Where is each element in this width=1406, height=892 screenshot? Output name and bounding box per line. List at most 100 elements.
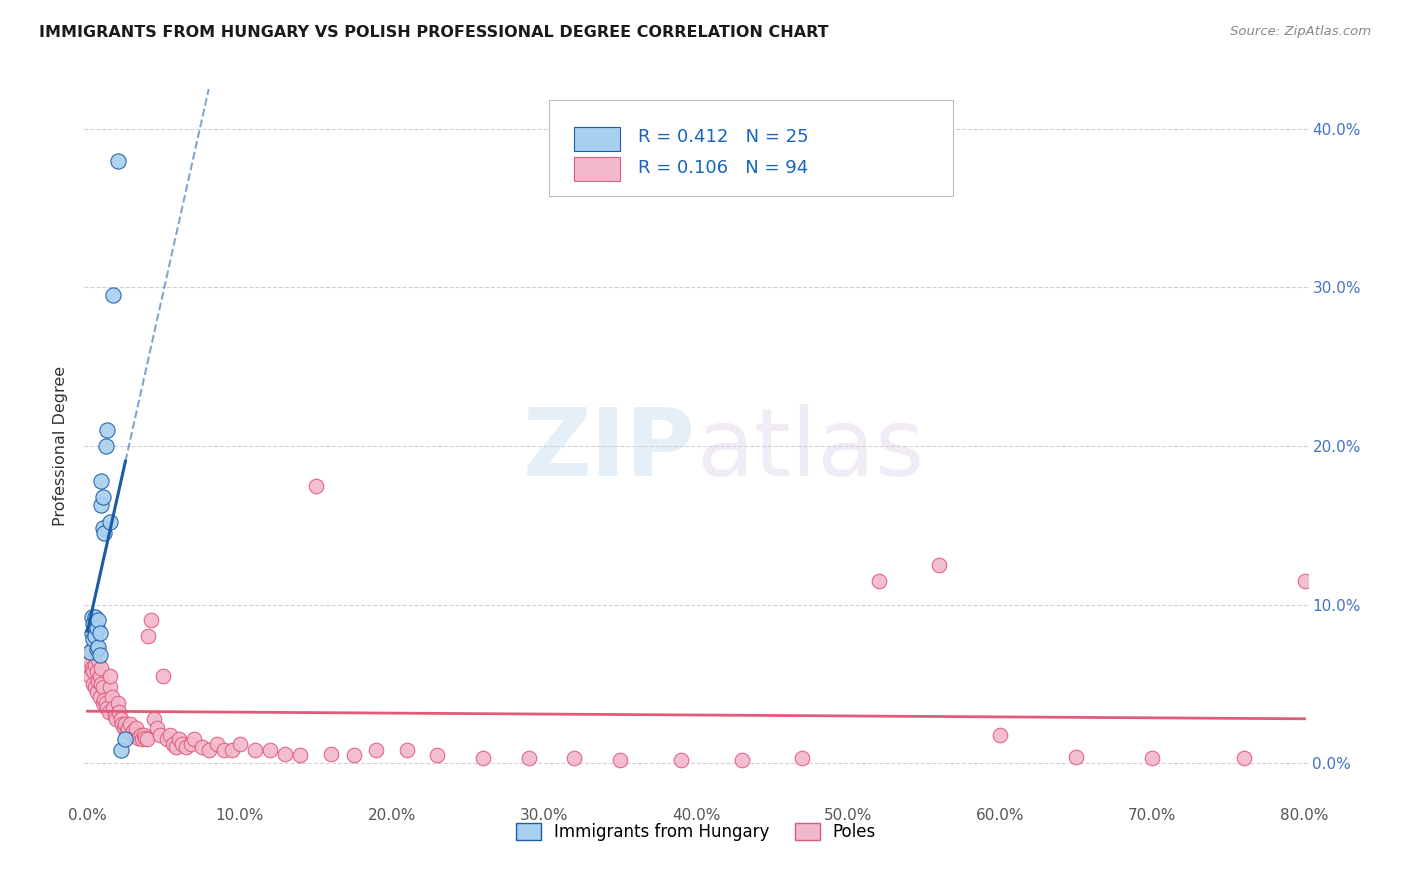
Point	[89, 690, 111, 704]
Point	[84, 629, 107, 643]
Point	[86, 642, 108, 657]
Point	[110, 743, 132, 757]
Point	[343, 748, 366, 763]
Point	[228, 737, 250, 751]
Point	[89, 669, 111, 683]
Point	[165, 740, 187, 755]
Point	[183, 732, 205, 747]
Point	[609, 753, 631, 767]
Point	[97, 706, 120, 720]
Legend: Immigrants from Hungary, Poles: Immigrants from Hungary, Poles	[509, 816, 883, 848]
Point	[90, 474, 112, 488]
Point	[84, 657, 107, 672]
Point	[319, 747, 342, 761]
Point	[114, 732, 136, 747]
Point	[87, 640, 110, 655]
Point	[103, 700, 125, 714]
Point	[162, 737, 184, 751]
Point	[100, 690, 122, 704]
Point	[132, 728, 155, 742]
FancyBboxPatch shape	[550, 100, 953, 196]
Point	[472, 751, 495, 765]
Point	[174, 740, 197, 755]
Point	[274, 747, 297, 761]
Point	[1142, 751, 1164, 765]
Point	[103, 288, 125, 302]
Point	[104, 708, 127, 723]
Point	[118, 716, 141, 731]
Point	[114, 716, 136, 731]
Point	[80, 642, 103, 657]
Point	[82, 664, 104, 678]
Point	[93, 526, 115, 541]
Point	[86, 621, 108, 635]
Point	[82, 632, 104, 647]
Point	[84, 610, 107, 624]
Text: IMMIGRANTS FROM HUNGARY VS POLISH PROFESSIONAL DEGREE CORRELATION CHART: IMMIGRANTS FROM HUNGARY VS POLISH PROFES…	[39, 25, 830, 40]
Point	[90, 677, 112, 691]
Point	[517, 751, 540, 765]
Point	[214, 743, 236, 757]
Point	[205, 737, 228, 751]
Point	[80, 610, 103, 624]
Point	[170, 737, 193, 751]
Point	[108, 706, 131, 720]
Point	[131, 732, 153, 747]
Point	[143, 712, 166, 726]
Point	[134, 731, 156, 745]
Point	[87, 614, 110, 628]
Point	[91, 490, 114, 504]
Point	[79, 645, 101, 659]
Point	[96, 423, 118, 437]
Point	[988, 728, 1011, 742]
Point	[79, 669, 101, 683]
Point	[98, 680, 121, 694]
Point	[426, 748, 449, 763]
Point	[90, 498, 112, 512]
Point	[115, 724, 138, 739]
Point	[149, 728, 172, 742]
Point	[77, 661, 100, 675]
Point	[98, 669, 121, 683]
Point	[868, 574, 890, 588]
Point	[112, 721, 135, 735]
Point	[80, 626, 103, 640]
Point	[730, 753, 752, 767]
Point	[90, 661, 112, 675]
Point	[117, 721, 139, 735]
Point	[91, 680, 114, 694]
Point	[180, 737, 202, 751]
Point	[87, 673, 110, 688]
Point	[221, 743, 243, 757]
Point	[111, 716, 134, 731]
Point	[1294, 574, 1316, 588]
Point	[259, 743, 281, 757]
Point	[152, 669, 174, 683]
Point	[928, 558, 950, 572]
Point	[792, 751, 814, 765]
Point	[105, 712, 128, 726]
Point	[82, 677, 104, 691]
FancyBboxPatch shape	[574, 157, 620, 181]
Point	[86, 685, 108, 699]
Point	[136, 629, 159, 643]
Point	[84, 680, 107, 694]
Point	[86, 664, 108, 678]
Point	[395, 743, 418, 757]
Point	[82, 616, 104, 631]
Point	[91, 521, 114, 535]
Point	[77, 653, 100, 667]
Point	[89, 648, 111, 663]
Point	[304, 478, 326, 492]
Point	[159, 728, 181, 742]
Point	[107, 153, 129, 168]
Point	[243, 743, 266, 757]
Text: atlas: atlas	[696, 403, 924, 496]
Point	[198, 743, 221, 757]
Point	[80, 661, 103, 675]
Point	[366, 743, 388, 757]
Point	[121, 728, 143, 742]
Point	[125, 721, 148, 735]
Point	[155, 732, 177, 747]
Point	[94, 696, 117, 710]
